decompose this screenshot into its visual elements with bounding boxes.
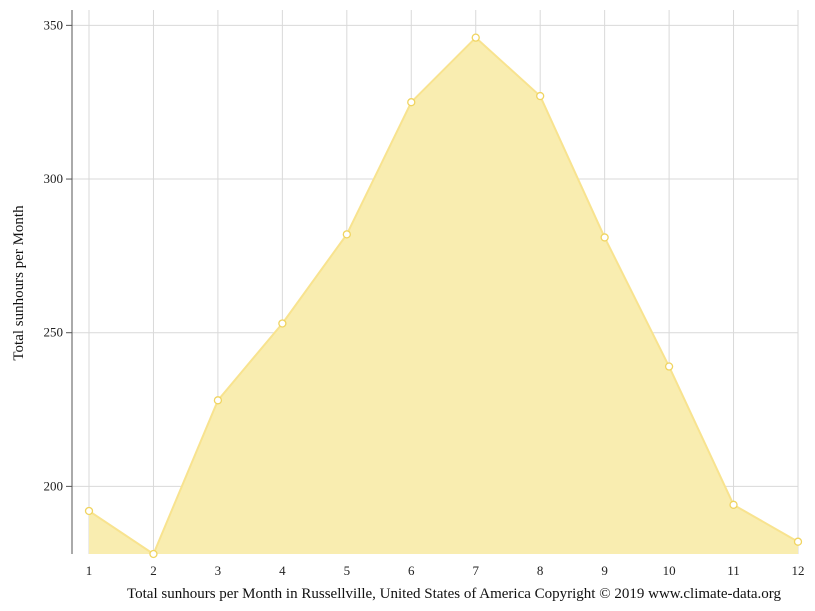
data-point[interactable]: [471, 33, 480, 42]
x-tick-label: 4: [279, 563, 286, 578]
y-tick-label: 350: [44, 17, 64, 32]
y-axis-title: Total sunhours per Month: [11, 205, 27, 361]
x-tick-label: 6: [408, 563, 415, 578]
x-tick-label: 9: [601, 563, 608, 578]
data-point[interactable]: [84, 506, 94, 516]
x-tick-label: 11: [727, 563, 740, 578]
y-tick-label: 250: [44, 325, 64, 340]
axis-layer: [66, 10, 73, 554]
marker-layer: [84, 33, 803, 559]
data-point[interactable]: [342, 230, 351, 239]
data-point[interactable]: [600, 233, 609, 242]
x-tick-label: 7: [472, 563, 479, 578]
area-layer: [88, 36, 799, 555]
y-tick-label: 200: [44, 478, 64, 493]
x-tick-label: 5: [344, 563, 351, 578]
chart-caption: Total sunhours per Month in Russellville…: [127, 586, 781, 602]
data-point[interactable]: [729, 500, 738, 509]
data-point[interactable]: [213, 396, 223, 405]
series-line: [88, 36, 799, 555]
x-tick-label: 2: [150, 563, 157, 578]
data-point[interactable]: [793, 537, 803, 546]
data-point[interactable]: [664, 362, 674, 371]
data-point[interactable]: [536, 91, 545, 101]
x-tick-label: 10: [663, 563, 676, 578]
x-tick-label: 12: [792, 563, 805, 578]
data-point[interactable]: [278, 319, 287, 328]
x-tick-label: 8: [537, 563, 544, 578]
x-tick-label: 1: [86, 563, 93, 578]
series-area-fill: [89, 37, 798, 555]
data-point[interactable]: [407, 98, 416, 107]
x-tick-label: 3: [215, 563, 222, 578]
y-tick-label: 300: [44, 171, 64, 186]
data-point[interactable]: [149, 549, 158, 559]
